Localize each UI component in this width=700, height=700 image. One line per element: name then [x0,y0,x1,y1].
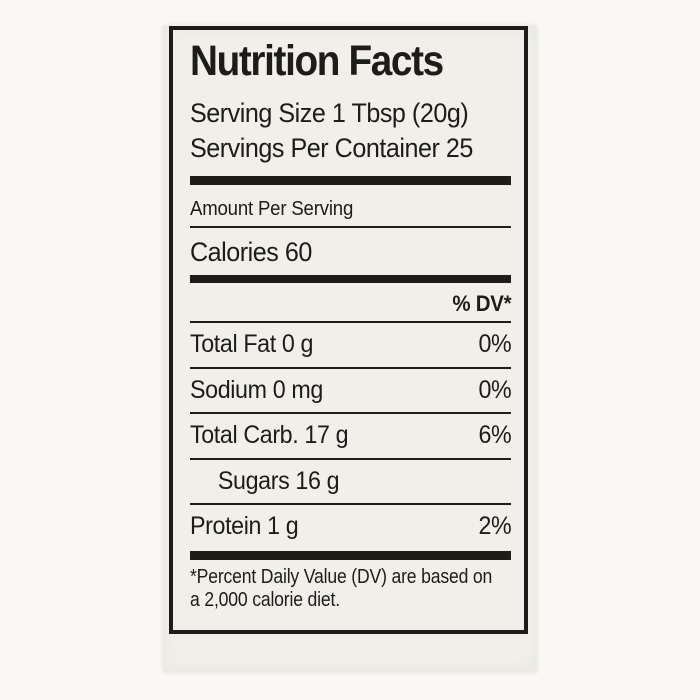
medium-divider [190,275,511,284]
thin-divider [190,366,511,369]
thin-divider [190,503,511,506]
nutrient-row-sodium: Sodium 0 mg 0% [190,369,511,413]
serving-size-line: Serving Size 1 Tbsp (20g) [190,98,469,128]
nutrient-name: Total Carb. 17 g [190,421,349,450]
thick-divider-top [190,176,511,186]
nutrient-dv: 0% [478,330,511,359]
nutrition-label-card: Nutrition Facts Serving Size 1 Tbsp (20g… [163,26,537,672]
nutrient-row-total-fat: Total Fat 0 g 0% [190,323,511,367]
servings-per-container-line: Servings Per Container 25 [190,132,473,163]
nutrient-dv: 6% [478,421,511,450]
nutrient-row-total-carb: Total Carb. 17 g 6% [190,414,511,458]
footnote-line-1: *Percent Daily Value (DV) are based on [190,565,493,588]
nutrition-facts-title: Nutrition Facts [190,40,511,83]
thick-divider-bottom [190,550,511,560]
thin-divider [190,321,511,324]
calories-line: Calories 60 [190,237,312,268]
nutrient-name: Protein 1 g [190,512,299,541]
daily-value-footnote: *Percent Daily Value (DV) are based on a… [190,566,511,612]
footnote-line-2: a 2,000 calorie diet. [190,588,340,611]
nutrient-name: Total Fat 0 g [190,330,314,359]
nutrition-label-border: Nutrition Facts Serving Size 1 Tbsp (20g… [169,26,528,634]
daily-value-header: % DV* [452,291,511,317]
nutrient-dv: 0% [478,375,511,404]
nutrition-facts-title-text: Nutrition Facts [190,37,444,85]
amount-per-serving-heading: Amount Per Serving [190,198,354,221]
nutrient-row-sugars: Sugars 16 g [190,460,511,504]
nutrient-dv: 2% [478,512,511,541]
nutrient-row-protein: Protein 1 g 2% [190,505,511,549]
thin-divider [190,412,511,415]
thin-divider [190,226,511,229]
thin-divider [190,457,511,460]
nutrient-name: Sugars 16 g [217,466,340,495]
nutrient-name: Sodium 0 mg [190,375,323,404]
